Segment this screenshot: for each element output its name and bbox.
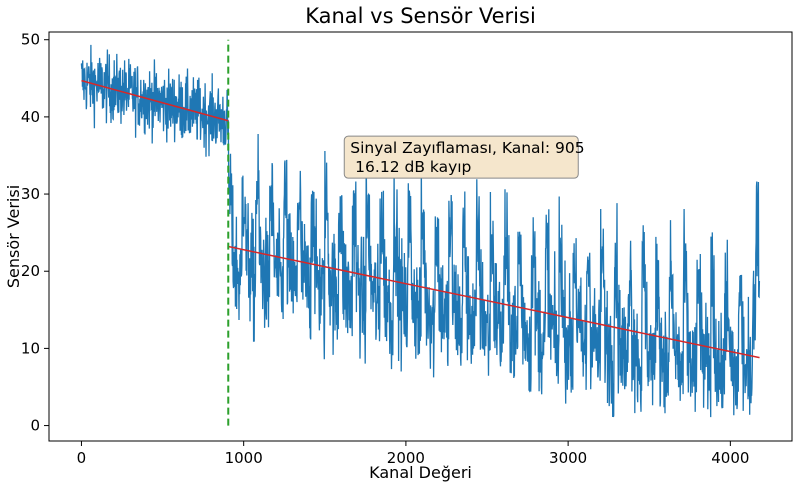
chart-title: Kanal vs Sensör Verisi [305,4,536,28]
y-tick-label: 0 [30,417,40,435]
x-tick-label: 2000 [387,449,425,467]
x-tick-label: 1000 [225,449,263,467]
x-tick-label: 4000 [711,449,749,467]
y-tick-label: 10 [21,339,40,357]
annotation-background [343,135,579,179]
y-tick-label: 30 [21,185,40,203]
x-tick-label: 0 [77,449,87,467]
x-axis: 0 1000 2000 3000 4000 [77,441,749,467]
y-tick-label: 20 [21,262,40,280]
series-sensor-data [80,44,761,418]
trend-line-after [228,245,760,359]
annotation-line-2: 16.12 dB kayıp [350,158,471,176]
y-tick-label: 50 [21,31,40,49]
annotation-line-1: Sinyal Zayıflaması, Kanal: 905 [350,139,584,157]
x-tick-label: 3000 [549,449,587,467]
x-axis-label: Kanal Değeri [369,463,472,482]
annotation-box: Sinyal Zayıflaması, Kanal: 905 16.12 dB … [343,135,585,179]
axes-frame [48,31,793,442]
plot-area [80,39,761,426]
trend-line-before [81,79,229,122]
y-tick-label: 40 [21,108,40,126]
y-axis-label: Sensör Verisi [4,185,23,288]
y-axis: 0 10 20 30 40 50 [21,31,49,435]
